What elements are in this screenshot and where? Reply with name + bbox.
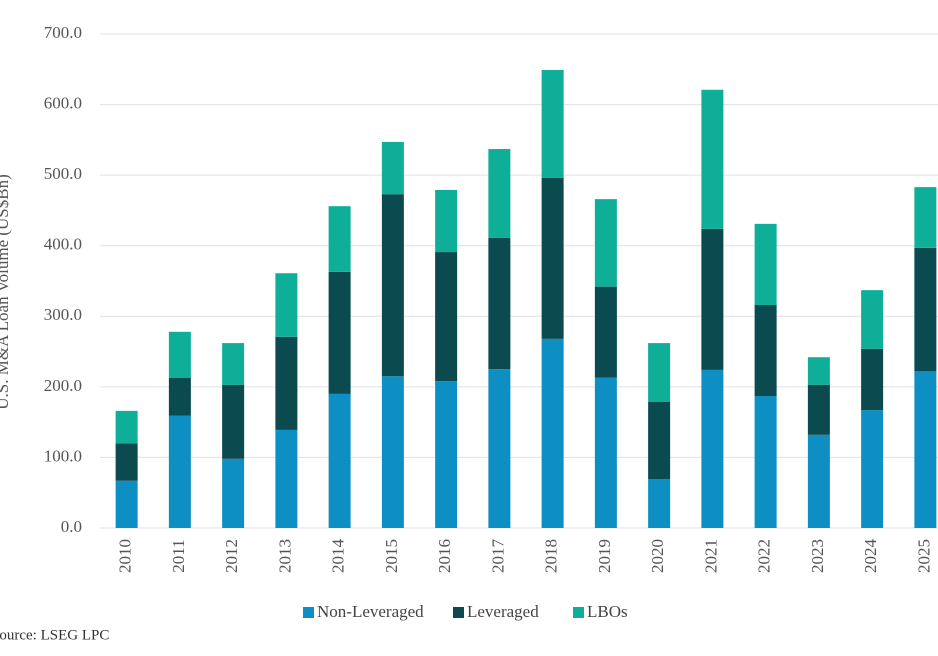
bar-segment xyxy=(381,141,404,195)
bar-segment xyxy=(594,377,617,528)
bar-segment xyxy=(435,252,458,382)
bar-segment xyxy=(754,396,777,528)
bar-segment xyxy=(914,187,937,248)
x-tick-label: 2025 xyxy=(914,539,933,573)
bar-segment xyxy=(541,177,564,339)
x-tick-label: 2021 xyxy=(701,539,720,573)
bar-segment xyxy=(222,384,245,459)
bar-segment xyxy=(861,290,884,349)
bar-segment xyxy=(222,458,245,528)
legend-label: Leveraged xyxy=(467,602,539,621)
bar-segment xyxy=(488,369,511,528)
bar-segment xyxy=(168,415,191,528)
y-tick-label: 100.0 xyxy=(44,446,82,465)
legend-label: LBOs xyxy=(587,602,628,621)
bar-segment xyxy=(541,69,564,178)
bar-segment xyxy=(222,343,245,385)
y-tick-label: 600.0 xyxy=(44,93,82,112)
x-tick-label: 2024 xyxy=(861,539,880,574)
bar-segment xyxy=(328,271,351,394)
bar-segment xyxy=(914,371,937,528)
bar-segment xyxy=(754,304,777,397)
bar-segment xyxy=(168,377,191,416)
bar-segment xyxy=(701,369,724,528)
x-tick-label: 2022 xyxy=(755,539,774,573)
bar-segment xyxy=(115,410,138,444)
bar-segment xyxy=(435,381,458,528)
bar-segment xyxy=(381,194,404,377)
bar-segment xyxy=(807,357,830,385)
x-tick-label: 2012 xyxy=(222,539,241,573)
x-tick-label: 2010 xyxy=(116,539,135,573)
bar-segment xyxy=(168,331,191,378)
y-tick-label: 400.0 xyxy=(44,235,82,254)
bar-segment xyxy=(807,384,830,435)
bar-segment xyxy=(328,206,351,272)
bar-segment xyxy=(648,343,671,402)
bar-segment xyxy=(381,376,404,528)
bar-segment xyxy=(275,273,298,337)
y-tick-label: 700.0 xyxy=(44,23,82,42)
x-tick-label: 2018 xyxy=(542,539,561,573)
bar-segment xyxy=(115,443,138,481)
legend-label: Non-Leveraged xyxy=(317,602,424,621)
legend-swatch xyxy=(573,607,584,618)
bar-segment xyxy=(648,401,671,480)
bar-segment xyxy=(594,199,617,287)
x-tick-label: 2019 xyxy=(595,539,614,573)
bar-segment xyxy=(861,348,884,411)
y-tick-label: 500.0 xyxy=(44,164,82,183)
bar-segment xyxy=(648,479,671,528)
x-tick-label: 2013 xyxy=(275,539,294,573)
x-tick-label: 2016 xyxy=(435,539,454,573)
bar-segment xyxy=(275,336,298,430)
bar-segment xyxy=(328,393,351,528)
bar-segment xyxy=(115,480,138,528)
y-tick-label: 200.0 xyxy=(44,376,82,395)
source-note: Source: LSEG LPC xyxy=(0,627,109,643)
x-tick-label: 2017 xyxy=(488,539,507,574)
bar-segment xyxy=(541,338,564,528)
x-tick-label: 2014 xyxy=(329,539,348,574)
x-tick-label: 2023 xyxy=(808,539,827,573)
legend-swatch xyxy=(303,607,314,618)
bar-segment xyxy=(914,247,937,372)
y-axis-label: U.S. M&A Loan Volume (US$Bn) xyxy=(0,174,12,410)
bar-segment xyxy=(488,237,511,370)
y-tick-label: 300.0 xyxy=(44,305,82,324)
y-tick-label: 0.0 xyxy=(61,517,82,536)
bar-segment xyxy=(275,429,298,528)
bar-segment xyxy=(594,286,617,378)
bar-segment xyxy=(701,228,724,370)
x-tick-label: 2015 xyxy=(382,539,401,573)
x-tick-label: 2020 xyxy=(648,539,667,573)
bar-segment xyxy=(807,434,830,528)
bar-segment xyxy=(435,189,458,253)
legend-swatch xyxy=(453,607,464,618)
bar-segment xyxy=(861,410,884,528)
bar-segment xyxy=(701,89,724,229)
x-tick-label: 2011 xyxy=(169,539,188,572)
bar-segment xyxy=(488,149,511,238)
bar-segment xyxy=(754,223,777,305)
